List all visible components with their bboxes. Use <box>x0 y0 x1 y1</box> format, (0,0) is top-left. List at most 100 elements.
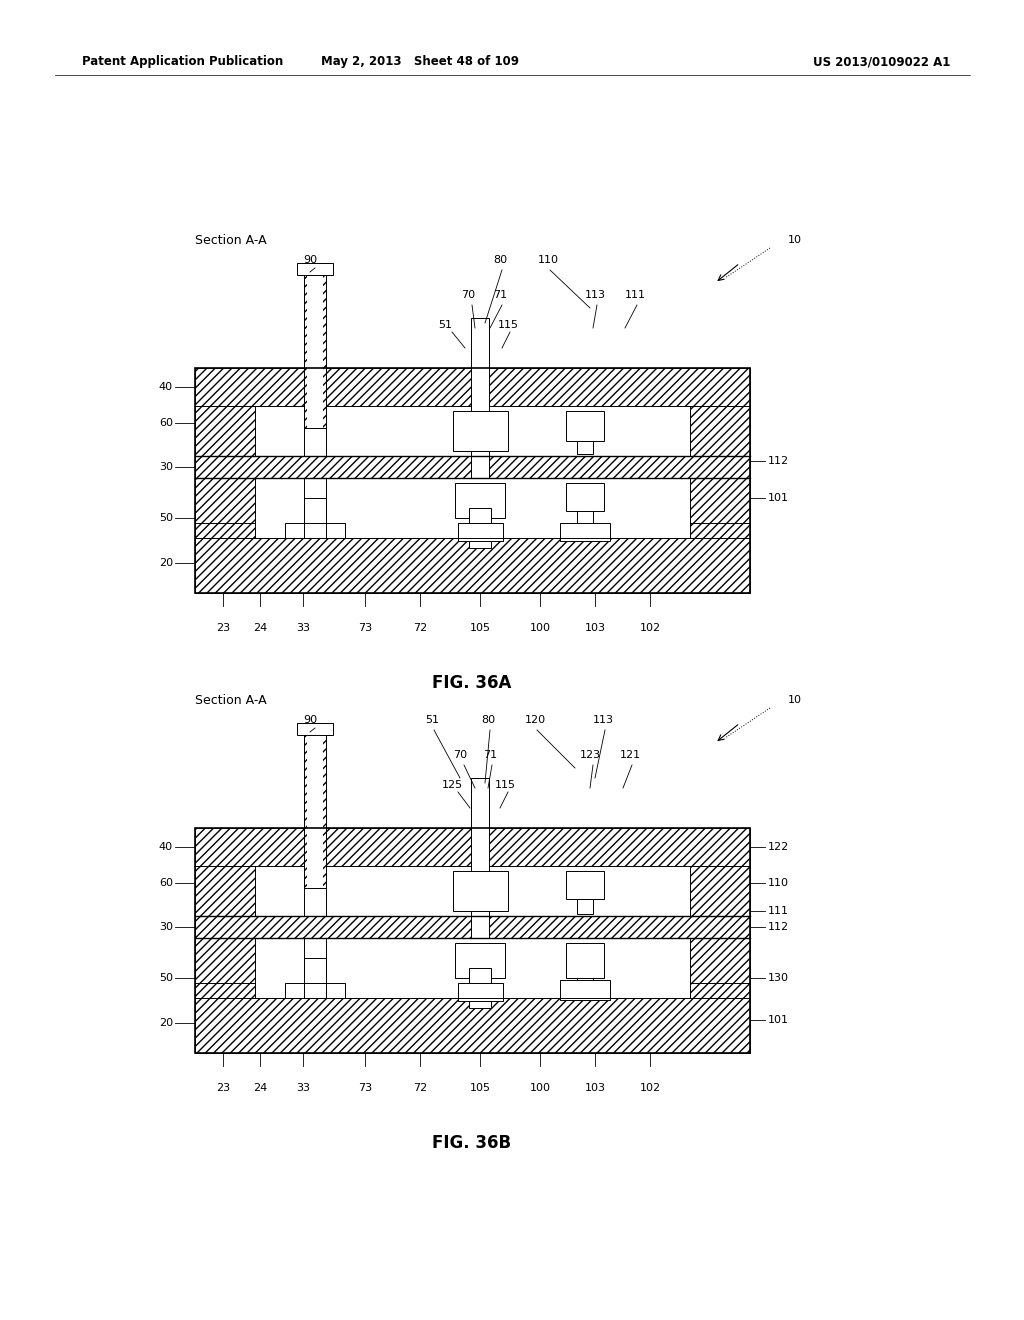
Text: 111: 111 <box>768 906 790 916</box>
Bar <box>458 523 503 541</box>
Text: 125: 125 <box>441 780 463 789</box>
Bar <box>690 478 750 539</box>
Bar <box>471 318 489 455</box>
Bar <box>285 523 345 539</box>
Text: Section A-A: Section A-A <box>195 693 266 706</box>
Bar <box>690 407 750 455</box>
Text: 10: 10 <box>788 235 802 246</box>
Text: 50: 50 <box>159 973 173 983</box>
Text: 122: 122 <box>768 842 790 851</box>
Bar <box>566 942 604 978</box>
Bar <box>690 866 750 916</box>
Text: 23: 23 <box>216 1082 230 1093</box>
Bar <box>455 942 505 978</box>
Text: 80: 80 <box>493 255 507 265</box>
Text: 71: 71 <box>483 750 497 760</box>
Text: 123: 123 <box>580 750 600 760</box>
Text: 71: 71 <box>493 290 507 300</box>
Bar <box>469 517 490 548</box>
Text: 111: 111 <box>625 290 645 300</box>
Text: 50: 50 <box>159 513 173 523</box>
Bar <box>566 871 604 899</box>
Bar <box>195 407 255 455</box>
Text: 73: 73 <box>358 623 372 634</box>
Text: 105: 105 <box>469 623 490 634</box>
Bar <box>453 871 508 911</box>
Text: US 2013/0109022 A1: US 2013/0109022 A1 <box>813 55 950 69</box>
Bar <box>469 978 490 1008</box>
Text: 10: 10 <box>788 696 802 705</box>
Text: 121: 121 <box>620 750 641 760</box>
Text: 80: 80 <box>481 715 495 725</box>
Bar <box>458 983 503 1001</box>
Text: 103: 103 <box>585 623 605 634</box>
Text: 24: 24 <box>253 1082 267 1093</box>
Text: 130: 130 <box>768 973 790 983</box>
Bar <box>195 539 750 593</box>
Text: 120: 120 <box>524 715 546 725</box>
Text: 40: 40 <box>159 381 173 392</box>
Bar <box>577 899 593 913</box>
Text: 110: 110 <box>538 255 558 265</box>
Bar <box>577 511 593 525</box>
Text: 102: 102 <box>639 623 660 634</box>
Text: 23: 23 <box>216 623 230 634</box>
Text: 24: 24 <box>253 623 267 634</box>
Text: 40: 40 <box>159 842 173 851</box>
Bar <box>469 508 490 523</box>
Text: 112: 112 <box>768 921 790 932</box>
Bar <box>577 441 593 454</box>
Text: 113: 113 <box>593 715 613 725</box>
Bar <box>285 983 345 998</box>
Bar <box>195 998 750 1053</box>
Text: 90: 90 <box>303 255 317 265</box>
Bar <box>195 368 750 593</box>
Text: 113: 113 <box>585 290 605 300</box>
Bar <box>195 455 750 478</box>
Text: Section A-A: Section A-A <box>195 234 266 247</box>
Bar <box>304 723 326 888</box>
Bar <box>195 828 750 866</box>
Text: 30: 30 <box>159 921 173 932</box>
Text: 20: 20 <box>159 558 173 568</box>
Bar <box>566 483 604 511</box>
Text: FIG. 36B: FIG. 36B <box>432 1134 512 1152</box>
Bar <box>560 523 610 541</box>
Bar <box>455 483 505 517</box>
Bar <box>195 916 750 939</box>
Bar <box>307 726 323 888</box>
Text: 33: 33 <box>296 1082 310 1093</box>
Text: 90: 90 <box>303 715 317 725</box>
Bar <box>195 478 255 539</box>
Text: 115: 115 <box>495 780 515 789</box>
Text: 100: 100 <box>529 623 551 634</box>
Text: May 2, 2013   Sheet 48 of 109: May 2, 2013 Sheet 48 of 109 <box>321 55 519 69</box>
Bar <box>471 916 489 939</box>
Bar <box>304 958 326 983</box>
Text: 101: 101 <box>768 1015 790 1026</box>
Text: Patent Application Publication: Patent Application Publication <box>82 55 284 69</box>
Bar <box>195 866 255 916</box>
Text: 101: 101 <box>768 492 790 503</box>
Text: 33: 33 <box>296 623 310 634</box>
Text: 51: 51 <box>425 715 439 725</box>
Bar <box>307 267 323 428</box>
Text: 30: 30 <box>159 462 173 473</box>
Bar <box>471 777 489 916</box>
Text: 51: 51 <box>438 319 452 330</box>
Bar <box>304 498 326 523</box>
Bar <box>297 723 333 735</box>
Text: 110: 110 <box>768 878 790 888</box>
Text: 70: 70 <box>453 750 467 760</box>
Text: 60: 60 <box>159 418 173 428</box>
Bar <box>577 978 593 998</box>
Bar <box>469 968 490 983</box>
Text: 70: 70 <box>461 290 475 300</box>
Text: 73: 73 <box>358 1082 372 1093</box>
Bar <box>195 828 750 1053</box>
Text: 115: 115 <box>498 319 518 330</box>
Text: 60: 60 <box>159 878 173 888</box>
Bar <box>195 939 255 998</box>
Text: 72: 72 <box>413 623 427 634</box>
Bar <box>304 263 326 428</box>
